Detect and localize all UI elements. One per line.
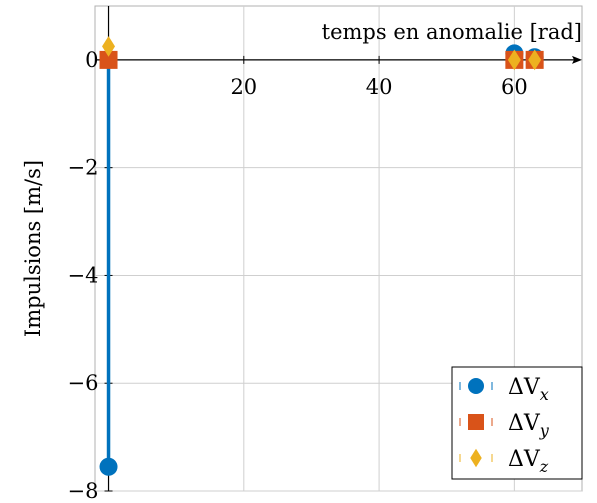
legend-marker-x	[468, 378, 484, 394]
y-tick-label: −6	[68, 371, 99, 395]
y-tick-label: −8	[68, 479, 99, 503]
legend-label-subscript: y	[539, 421, 550, 440]
legend-label-y: ΔVy	[508, 411, 550, 440]
legend-label-subscript: x	[540, 385, 549, 404]
marks-layer	[99, 36, 544, 476]
data-point-z	[507, 49, 521, 71]
x-axis-title: temps en anomalie [rad]	[322, 20, 582, 44]
x-axis-arrow	[572, 55, 582, 64]
y-tick-label: −4	[68, 263, 99, 287]
legend-marker-y	[468, 414, 484, 430]
x-tick-label: 20	[230, 75, 257, 99]
y-tick-label: 0	[85, 48, 98, 72]
x-tick-label: 40	[366, 75, 393, 99]
y-tick-label: −2	[68, 156, 99, 180]
data-point-x	[99, 457, 118, 476]
y-axis-title: Impulsions [m/s]	[21, 160, 45, 337]
data-point-z	[102, 36, 116, 57]
x-tick-label: 60	[501, 75, 528, 99]
legend-label-main: ΔV	[508, 375, 541, 400]
legend-marker-z	[470, 448, 482, 468]
legend-label-z: ΔVz	[508, 447, 549, 476]
legend-label-subscript: z	[539, 457, 549, 476]
legend-label-main: ΔV	[508, 411, 541, 436]
data-point-z	[528, 49, 542, 71]
legend-label-main: ΔV	[508, 447, 541, 472]
legend-label-x: ΔVx	[508, 375, 549, 404]
data-point-y	[99, 50, 118, 69]
